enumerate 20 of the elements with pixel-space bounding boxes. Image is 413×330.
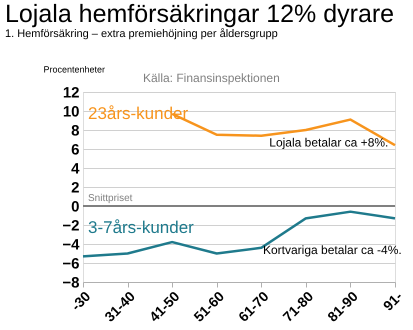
y-tick-label: 2: [71, 180, 80, 196]
series-label: 3-7års-kunder: [88, 218, 194, 238]
chart-title: Lojala hemförsäkringar 12% dyrare: [5, 0, 394, 28]
y-tick-label: 0: [71, 198, 80, 216]
annotation: Kortvariga betalar ca -4%.: [263, 243, 402, 257]
y-tick-label: 6: [71, 142, 80, 158]
y-tick-label: 4: [71, 160, 80, 178]
y-tick-label: 12: [62, 84, 80, 102]
y-tick-label: −4: [62, 236, 80, 254]
y-tick-label: 10: [62, 104, 80, 120]
ref-line-label: Snittpriset: [88, 193, 133, 204]
chart-subtitle: 1. Hemförsäkring – extra premiehöjning per åldersgrupp: [5, 28, 278, 40]
y-tick-label: −6: [62, 256, 80, 272]
y-axis-title: Procentenheter: [44, 64, 106, 74]
x-tick-label: 91-: [380, 288, 406, 314]
y-tick-label: 8: [71, 122, 80, 140]
y-tick-label: −2: [62, 218, 80, 234]
series-label: 23års-kunder: [88, 104, 189, 123]
annotation: Lojala betalar ca +8%.: [269, 136, 388, 150]
text: Källa: Finansinspektionen: [143, 71, 280, 85]
